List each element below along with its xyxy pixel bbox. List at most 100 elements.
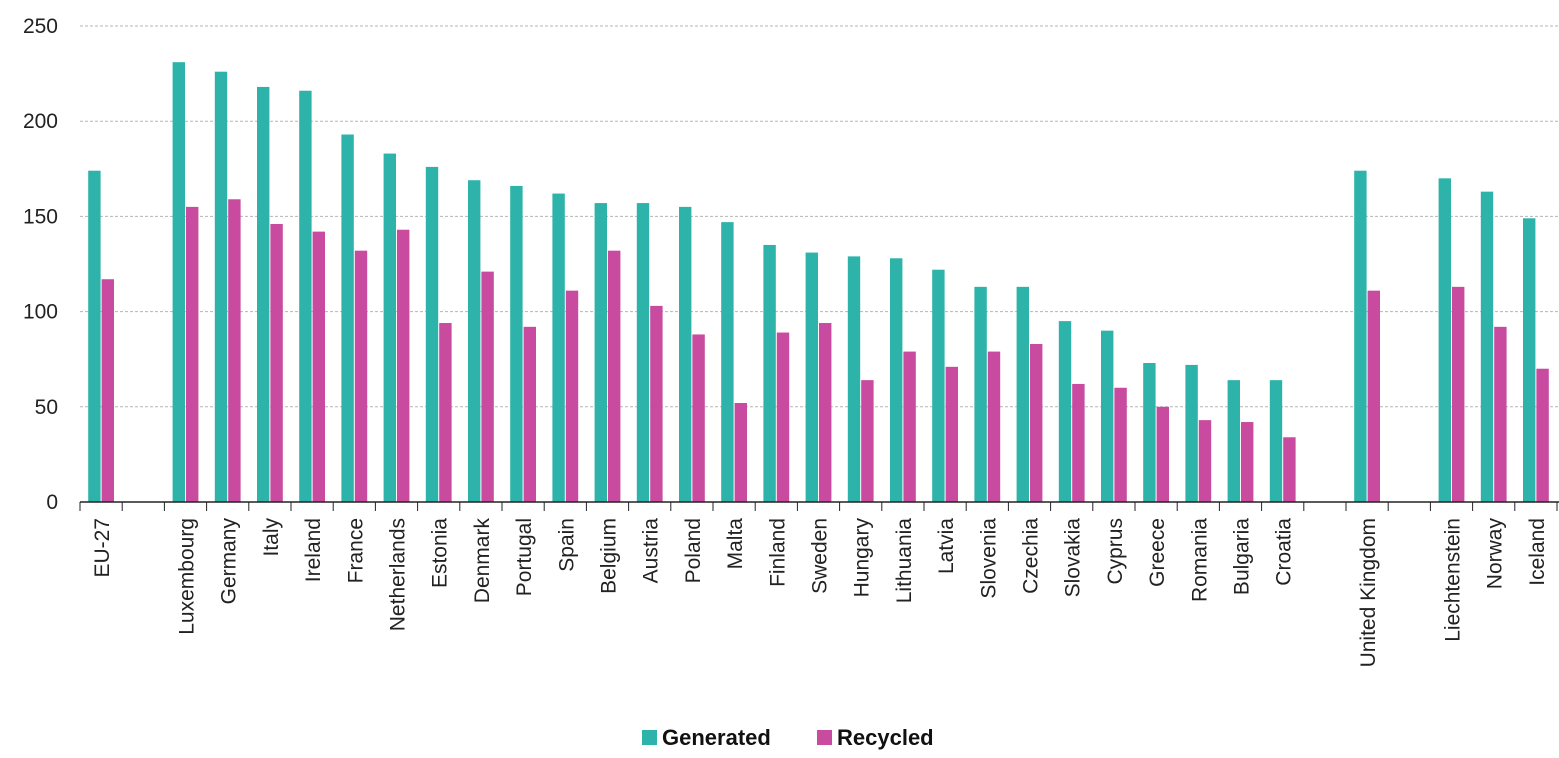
bar-recycled (354, 250, 368, 502)
gridlines (80, 25, 1559, 408)
legend-label: Generated (662, 725, 771, 750)
bars (88, 62, 1549, 503)
x-category-label: Greece (1146, 518, 1169, 587)
x-category-label: Romania (1188, 518, 1211, 602)
bar-recycled (776, 332, 790, 502)
x-category-label: Czechia (1020, 518, 1043, 594)
bar-recycled (861, 380, 874, 502)
bar-recycled (692, 334, 705, 502)
x-category-label: Spain (555, 518, 578, 572)
bar-recycled (523, 326, 536, 502)
bar-recycled (1241, 422, 1254, 502)
x-category-label: Slovakia (1062, 518, 1085, 598)
legend-swatch (642, 730, 657, 745)
x-category-label: Denmark (471, 518, 494, 604)
bar-recycled (1494, 326, 1507, 502)
bar-generated (847, 256, 861, 502)
x-category-label: Bulgaria (1231, 518, 1254, 595)
x-category-label: Belgium (598, 518, 621, 594)
bar-recycled (1072, 383, 1085, 502)
x-category-label: United Kingdom (1357, 518, 1380, 667)
bar-generated (679, 206, 692, 502)
bar-generated (425, 166, 439, 502)
x-category-label: EU-27 (91, 518, 114, 578)
bar-recycled (312, 231, 325, 502)
x-category-label: Ireland (302, 518, 325, 582)
bar-generated (932, 269, 945, 502)
bar-generated (510, 185, 523, 502)
bar-generated (1185, 364, 1198, 502)
bar-generated (468, 180, 481, 502)
y-tick-label: 100 (23, 301, 58, 324)
x-category-label: Slovenia (977, 518, 1000, 599)
bar-recycled (1198, 420, 1212, 502)
y-tick-label: 50 (35, 396, 58, 419)
bar-generated (721, 222, 734, 502)
bar-generated (1227, 380, 1240, 502)
bar-generated (214, 71, 228, 503)
bar-recycled (1283, 437, 1296, 502)
bar-generated (974, 286, 987, 502)
bar-generated (763, 244, 776, 502)
bar-generated (594, 203, 607, 502)
legend-label: Recycled (837, 725, 934, 750)
x-axis-labels: EU-27 Luxembourg Germany Italy Ireland France… (91, 518, 1549, 668)
bar-generated (805, 252, 818, 502)
x-category-label: Malta (724, 518, 747, 570)
x-category-label: Norway (1484, 518, 1507, 590)
bar-recycled (945, 366, 958, 502)
x-category-label: Sweden (809, 518, 832, 594)
bar-generated (383, 153, 396, 502)
x-axis (79, 501, 1559, 511)
bar-recycled (1367, 290, 1380, 502)
x-category-label: Lithuania (893, 518, 916, 604)
bar-recycled (101, 279, 114, 502)
bar-recycled (186, 206, 199, 502)
bar-generated (1480, 191, 1494, 502)
x-category-label: Latvia (935, 518, 958, 574)
x-category-label: Portugal (513, 518, 536, 596)
bar-generated (257, 86, 270, 502)
bar-generated (1438, 178, 1451, 502)
x-category-label: Luxembourg (176, 518, 199, 635)
x-category-label: Liechtenstein (1442, 518, 1465, 642)
x-category-label: Hungary (851, 518, 874, 598)
bar-recycled (397, 229, 410, 502)
bar-generated (1523, 218, 1536, 502)
bar-recycled (608, 250, 621, 502)
x-category-label: Cyprus (1104, 518, 1127, 585)
bar-generated (1143, 363, 1156, 502)
bar-recycled (1156, 406, 1169, 502)
bar-generated (1354, 170, 1367, 503)
bar-recycled (650, 305, 663, 502)
bar-recycled (734, 402, 747, 502)
bar-generated (299, 90, 312, 503)
y-tick-label: 0 (46, 491, 58, 514)
legend-swatch (817, 730, 832, 745)
x-category-label: Italy (260, 518, 283, 557)
bar-generated (88, 170, 101, 503)
bar-generated (1016, 286, 1029, 502)
bar-recycled (903, 351, 916, 502)
x-category-label: Finland (766, 518, 789, 587)
bar-generated (1101, 330, 1114, 502)
bar-recycled (1114, 387, 1127, 502)
y-tick-label: 150 (23, 205, 58, 228)
bar-recycled (270, 224, 283, 503)
x-category-label: Germany (218, 518, 241, 605)
y-tick-label: 200 (23, 110, 58, 133)
bar-recycled (987, 351, 1001, 502)
bar-generated (552, 193, 565, 502)
bar-recycled (819, 323, 832, 502)
bar-recycled (481, 271, 494, 502)
x-category-label: Netherlands (387, 518, 410, 631)
bar-generated (890, 258, 903, 502)
bar-generated (341, 134, 354, 502)
bar-recycled (1452, 286, 1465, 502)
x-category-label: France (344, 518, 367, 583)
y-axis-ticks: 0 50 100 150 200 250 (23, 15, 58, 514)
bar-generated (172, 62, 185, 503)
bar-recycled (565, 290, 579, 502)
bar-recycled (1536, 368, 1549, 502)
x-category-label: Iceland (1526, 518, 1549, 586)
